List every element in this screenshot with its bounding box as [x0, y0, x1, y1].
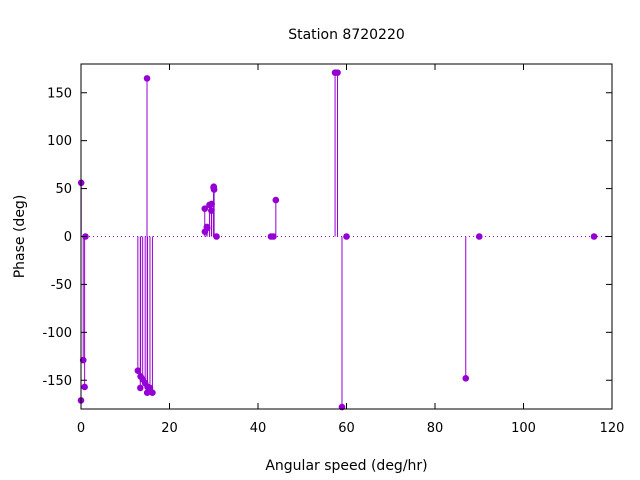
data-point [143, 389, 151, 397]
y-axis-label: Phase (deg) [12, 195, 28, 279]
y-tick-label: 150 [47, 86, 72, 101]
data-point [210, 186, 218, 193]
data-point [79, 356, 87, 364]
data-point [81, 383, 88, 391]
data-points [77, 69, 598, 411]
tick-marks [80, 64, 613, 409]
data-point [590, 233, 598, 240]
chart-title: Station 8720220 [288, 27, 405, 43]
x-tick-label: 100 [511, 421, 536, 436]
x-tick-label: 80 [427, 421, 444, 436]
data-point [334, 69, 341, 76]
data-point [208, 207, 215, 214]
data-point [272, 196, 280, 204]
data-point [203, 224, 211, 232]
data-point [143, 75, 151, 82]
x-tick-label: 120 [600, 421, 625, 436]
y-tick-label: -50 [51, 278, 72, 293]
y-tick-labels: -150 -100 -50 0 50 100 150 [42, 86, 72, 389]
data-point [462, 375, 470, 382]
y-tick-label: -100 [42, 326, 72, 341]
data-point [270, 233, 277, 240]
x-tick-label: 60 [338, 421, 355, 436]
data-point [343, 233, 350, 240]
y-tick-label: 50 [55, 182, 72, 197]
x-axis-label: Angular speed (deg/hr) [265, 458, 427, 474]
data-point [149, 389, 156, 397]
x-tick-label: 40 [250, 421, 267, 436]
data-point [213, 233, 220, 240]
data-point [475, 233, 483, 240]
x-tick-label: 0 [77, 421, 85, 436]
x-tick-labels: 0 20 40 60 80 100 120 [77, 421, 625, 436]
data-point [201, 205, 209, 213]
data-stems [80, 72, 467, 408]
data-point [208, 200, 215, 208]
y-tick-label: 100 [47, 134, 72, 149]
y-tick-label: 0 [64, 230, 72, 245]
data-point [136, 384, 144, 392]
data-point [134, 367, 142, 374]
x-tick-label: 20 [161, 421, 178, 436]
y-tick-label: -150 [42, 374, 72, 389]
